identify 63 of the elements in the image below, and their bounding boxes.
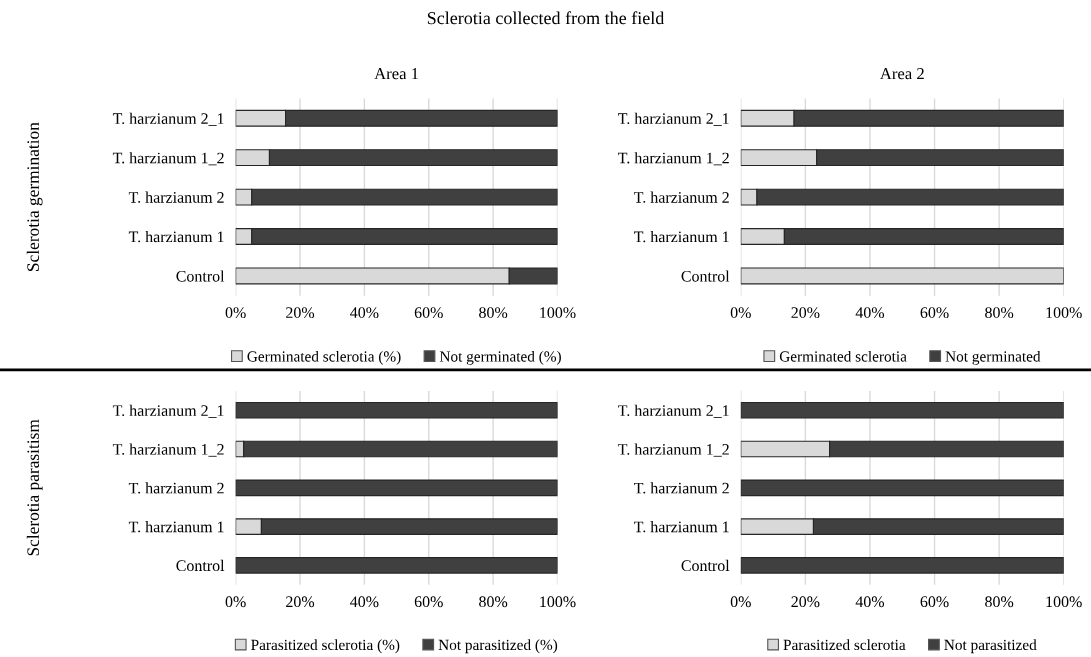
x-tick-label: 0% (225, 307, 246, 319)
y-tick-label: T. harzianum 1_2 (618, 152, 729, 166)
y-tick-label: T. harzianum 2_1 (618, 112, 729, 126)
bar (740, 401, 1064, 419)
legend-label: Germinated sclerotia (%) (247, 350, 401, 365)
y-tick-label: T. harzianum 2_1 (112, 404, 224, 418)
y-tick-label: Control (176, 270, 225, 282)
text: Sclerotia collected from the field (427, 11, 665, 25)
x-tick-label: 80% (985, 596, 1014, 608)
y-tick-label: T. harzianum 2 (634, 482, 729, 494)
x-tick-label: 100% (540, 307, 576, 319)
y-tick-label: T. harzianum 2 (128, 191, 224, 203)
x-tick-label: 60% (414, 596, 443, 608)
bar (740, 479, 1064, 497)
x-tick-label: 80% (479, 596, 508, 608)
legend-label: Parasitized sclerotia (783, 639, 906, 651)
x-tick-label: 60% (920, 307, 949, 319)
x-tick-label: 60% (920, 596, 949, 608)
x-tick-label: 40% (350, 596, 379, 608)
y-axis-title: Sclerotia germination (26, 122, 43, 271)
y-tick-label: Control (176, 559, 225, 572)
legend-label: Parasitized sclerotia (%) (251, 639, 400, 654)
legend-label: Not germinated (%) (439, 350, 561, 365)
y-tick-label: T. harzianum 1_2 (112, 152, 224, 166)
x-tick-label: 20% (791, 596, 820, 608)
y-tick-label: T. harzianum 2_1 (112, 112, 224, 126)
bar (235, 401, 558, 419)
x-tick-label: 100% (540, 596, 576, 608)
bar (740, 557, 1064, 574)
chart-title: Area 1 (374, 68, 419, 80)
legend-label: Not parasitized (944, 639, 1037, 654)
y-tick-label: T. harzianum 1 (634, 230, 729, 243)
y-tick-label: T. harzianum 2 (128, 482, 224, 494)
x-tick-label: 0% (730, 596, 751, 608)
x-tick-label: 60% (414, 307, 443, 319)
y-axis-title: Sclerotia parasitism (26, 419, 43, 556)
x-tick-label: 40% (855, 307, 885, 319)
y-tick-label: Control (681, 270, 730, 282)
x-tick-label: 0% (225, 596, 246, 608)
y-tick-label: T. harzianum 1_2 (112, 443, 224, 457)
x-tick-label: 100% (1046, 307, 1082, 319)
legend-label: Germinated sclerotia (779, 350, 907, 362)
x-tick-label: 20% (286, 307, 315, 319)
x-tick-label: 80% (985, 307, 1014, 319)
x-tick-label: 40% (350, 307, 379, 319)
x-tick-label: 20% (286, 596, 315, 608)
chart-title: Area 2 (879, 68, 924, 80)
y-tick-label: T. harzianum 1 (128, 230, 224, 243)
legend-label: Not parasitized (%) (438, 639, 558, 654)
bar (235, 479, 558, 497)
x-tick-label: 20% (791, 307, 820, 319)
x-tick-label: 80% (479, 307, 508, 319)
y-tick-label: Control (681, 559, 730, 572)
y-tick-label: T. harzianum 2_1 (618, 404, 729, 418)
x-tick-label: 40% (855, 596, 885, 608)
x-tick-label: 0% (730, 307, 751, 319)
y-tick-label: T. harzianum 1_2 (618, 443, 729, 457)
y-tick-label: T. harzianum 1 (128, 521, 224, 533)
x-tick-label: 100% (1046, 596, 1082, 608)
y-tick-label: T. harzianum 2 (634, 191, 729, 203)
bar (235, 557, 558, 574)
legend-label: Not germinated (945, 350, 1041, 365)
y-tick-label: T. harzianum 1 (634, 521, 729, 533)
